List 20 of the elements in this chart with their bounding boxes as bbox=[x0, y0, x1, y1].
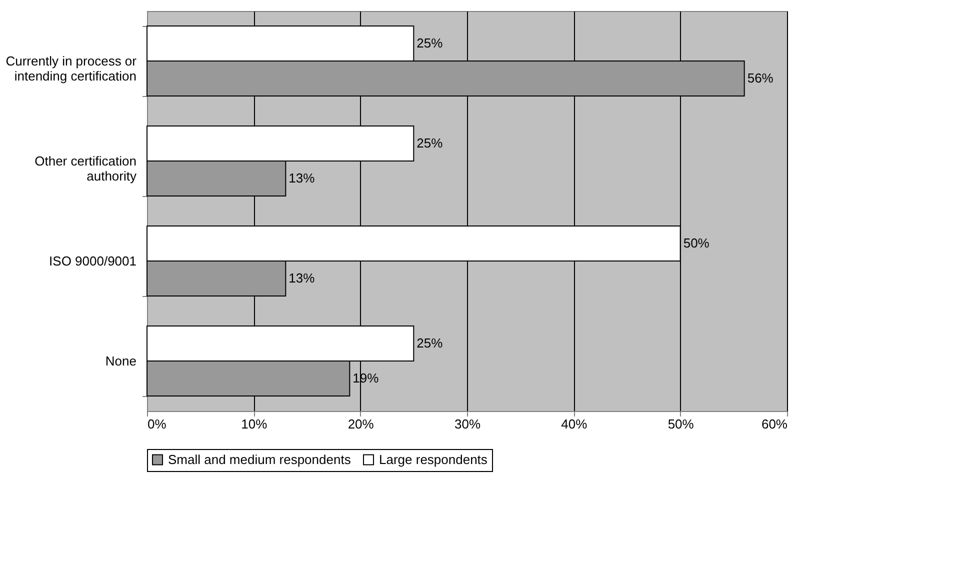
y-tick-label: Currently in process or intending certification bbox=[6, 54, 138, 84]
x-tick-label: 40% bbox=[561, 416, 588, 432]
x-tick-label: 0% bbox=[148, 416, 167, 432]
x-tick-label: 30% bbox=[454, 416, 481, 432]
y-tick-label: ISO 9000/9001 bbox=[49, 254, 136, 268]
data-label: 50% bbox=[683, 236, 710, 250]
x-tick-label: 10% bbox=[241, 416, 268, 432]
legend-label: Small and medium respondents bbox=[168, 452, 352, 467]
y-tick-label: Other certification authority bbox=[34, 154, 137, 184]
y-tick-label: None bbox=[105, 354, 136, 368]
data-label: 13% bbox=[288, 170, 316, 186]
data-label: 25% bbox=[416, 36, 444, 50]
legend-label: Large respondents bbox=[379, 452, 488, 467]
data-label: 25% bbox=[416, 336, 444, 350]
x-tick-label: 60% bbox=[761, 416, 788, 432]
x-tick-label: 20% bbox=[348, 416, 374, 432]
data-label: 13% bbox=[288, 270, 316, 286]
data-label: 25% bbox=[416, 136, 444, 150]
x-tick-label: 50% bbox=[668, 416, 694, 432]
data-label: 56% bbox=[747, 70, 774, 86]
